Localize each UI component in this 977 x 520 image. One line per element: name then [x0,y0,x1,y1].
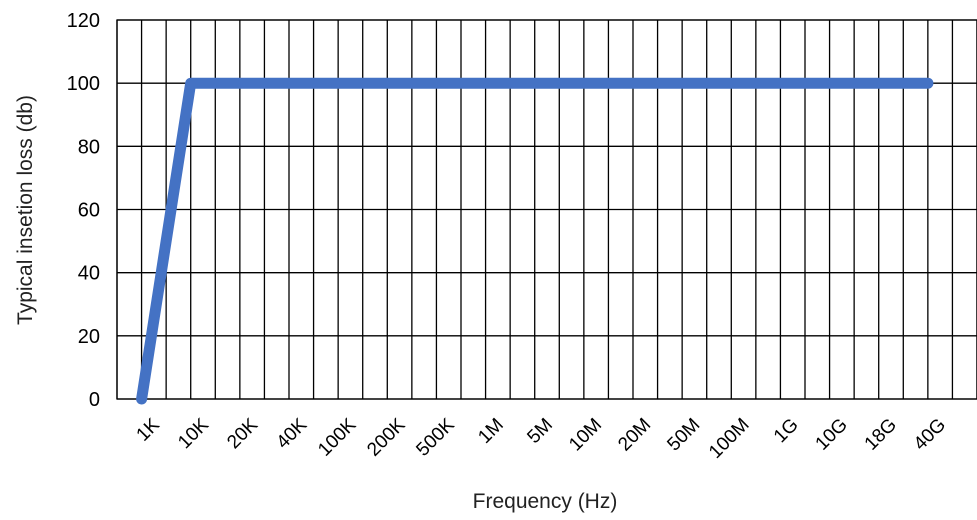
x-axis-title: Frequency (Hz) [473,490,618,513]
y-axis-tick-labels: 0 20 40 60 80 100 120 [67,10,100,411]
x-tick-label: 40G [910,414,950,454]
x-tick-label: 1K [133,414,165,446]
grid-lines [116,19,977,400]
y-tick-label: 20 [78,326,100,348]
x-tick-label: 50M [663,414,704,455]
x-axis-tick-labels: 1K 10K 20K 40K 100K 200K 500K 1M 5M 10M 20M 50M 100M… [133,414,951,463]
y-tick-label: 100 [67,73,100,95]
x-tick-label: 1M [474,414,508,448]
y-tick-label: 40 [78,263,100,285]
series-line [136,77,934,405]
x-tick-label: 10K [174,414,213,453]
x-tick-label: 20K [223,414,262,453]
x-tick-label: 500K [412,414,458,460]
x-tick-label: 100K [314,414,360,460]
x-tick-label: 1G [770,414,803,447]
x-tick-label: 5M [523,414,557,448]
y-tick-label: 80 [78,136,100,158]
y-axis-title: Typical insetion loss (db) [14,95,37,325]
x-tick-label: 100M [705,414,753,462]
y-tick-label: 0 [89,389,100,411]
x-tick-label: 200K [363,414,409,460]
series-layer [136,77,934,405]
y-tick-label: 120 [67,10,100,32]
plot-frame [116,19,977,400]
x-tick-label: 10G [812,414,852,454]
x-tick-label: 20M [614,414,655,455]
y-tick-label: 60 [78,200,100,222]
x-tick-label: 10M [565,414,606,455]
x-tick-label: 40K [273,414,312,453]
x-tick-label: 18G [861,414,901,454]
